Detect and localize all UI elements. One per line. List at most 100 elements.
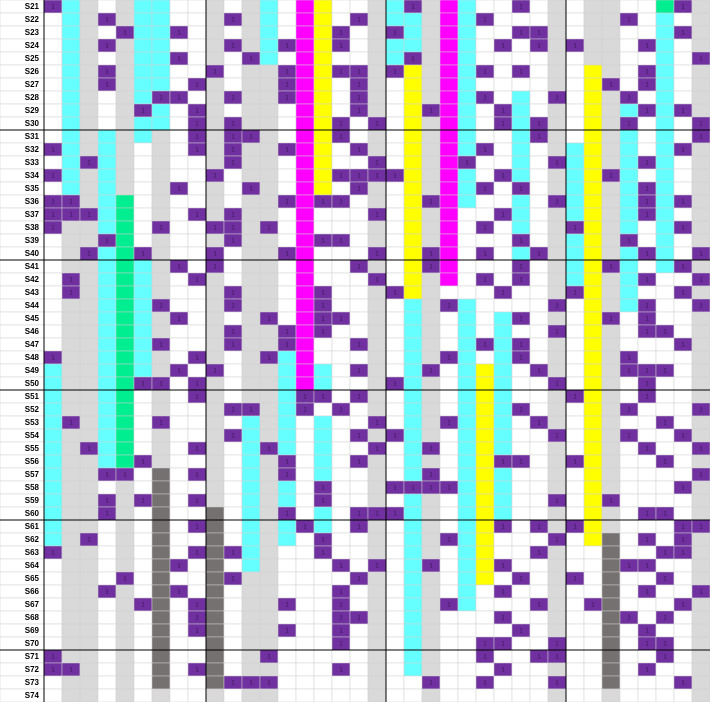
cell-value: 1 — [213, 226, 217, 232]
cell — [259, 233, 279, 248]
cell — [295, 493, 315, 508]
cell — [457, 467, 477, 482]
cell — [439, 688, 459, 702]
cell — [205, 337, 225, 352]
cell — [385, 350, 405, 365]
cell — [61, 493, 81, 508]
cell-value: 1 — [177, 96, 181, 102]
cell — [205, 454, 225, 469]
cell-value: 1 — [483, 681, 487, 687]
cell — [151, 12, 171, 27]
cell — [295, 363, 315, 378]
cell — [637, 129, 657, 144]
row-label: S43 — [25, 288, 40, 297]
row-label: S42 — [25, 275, 40, 284]
cell — [601, 246, 621, 261]
cell — [205, 285, 225, 300]
cell — [205, 116, 225, 131]
row-label: S37 — [25, 210, 40, 219]
cell — [79, 545, 99, 560]
cell — [277, 116, 297, 131]
cell — [619, 155, 639, 170]
cell — [169, 116, 189, 131]
cell-value: 1 — [447, 538, 451, 544]
row-label: S48 — [25, 353, 40, 362]
cell — [205, 103, 225, 118]
cell-value: 1 — [663, 369, 667, 375]
cell — [241, 233, 261, 248]
cell — [241, 12, 261, 27]
cell — [331, 246, 351, 261]
cell-value: 1 — [519, 31, 523, 37]
cell — [601, 675, 621, 690]
cell — [133, 51, 153, 66]
cell — [421, 545, 441, 560]
cell — [169, 532, 189, 547]
cell — [331, 298, 351, 313]
cell — [169, 506, 189, 521]
cell — [655, 389, 675, 404]
cell — [187, 311, 207, 326]
cell — [97, 675, 117, 690]
cell — [43, 298, 63, 313]
cell — [475, 38, 495, 53]
cell-value: 1 — [213, 70, 217, 76]
cell — [385, 545, 405, 560]
cell-value: 1 — [501, 460, 505, 466]
cell — [295, 181, 315, 196]
cell — [187, 337, 207, 352]
cell — [169, 480, 189, 495]
cell — [367, 103, 387, 118]
cell — [547, 25, 567, 40]
cell — [565, 181, 585, 196]
cell — [313, 376, 333, 391]
cell — [583, 142, 603, 157]
cell — [439, 571, 459, 586]
cell — [115, 220, 135, 235]
cell-value: 1 — [519, 70, 523, 76]
cell — [331, 467, 351, 482]
cell — [421, 571, 441, 586]
cell — [205, 493, 225, 508]
cell — [133, 233, 153, 248]
cell — [493, 389, 513, 404]
cell-value: 1 — [429, 486, 433, 492]
cell — [151, 545, 171, 560]
cell-value: 1 — [177, 187, 181, 193]
cell-value: 1 — [231, 408, 235, 414]
cell — [565, 636, 585, 651]
cell — [115, 389, 135, 404]
cell — [133, 571, 153, 586]
cell — [259, 337, 279, 352]
cell — [97, 129, 117, 144]
cell-value: 1 — [159, 382, 163, 388]
cell — [691, 649, 710, 664]
cell — [331, 90, 351, 105]
cell — [529, 454, 549, 469]
cell — [439, 428, 459, 443]
cell — [565, 688, 585, 702]
cell — [259, 363, 279, 378]
cell-value: 1 — [663, 460, 667, 466]
cell — [241, 272, 261, 287]
row-label: S45 — [25, 314, 40, 323]
cell — [241, 376, 261, 391]
cell — [61, 545, 81, 560]
cell — [673, 168, 693, 183]
cell — [79, 194, 99, 209]
cell — [457, 168, 477, 183]
cell — [637, 116, 657, 131]
cell — [43, 584, 63, 599]
cell-value: 1 — [231, 148, 235, 154]
cell — [421, 129, 441, 144]
cell-value: 1 — [645, 161, 649, 167]
cell — [187, 480, 207, 495]
cell — [457, 363, 477, 378]
cell-value: 1 — [681, 5, 685, 11]
cell — [439, 90, 459, 105]
cell — [655, 519, 675, 534]
cell — [367, 532, 387, 547]
cell — [529, 285, 549, 300]
cell — [241, 571, 261, 586]
cell — [403, 64, 423, 79]
